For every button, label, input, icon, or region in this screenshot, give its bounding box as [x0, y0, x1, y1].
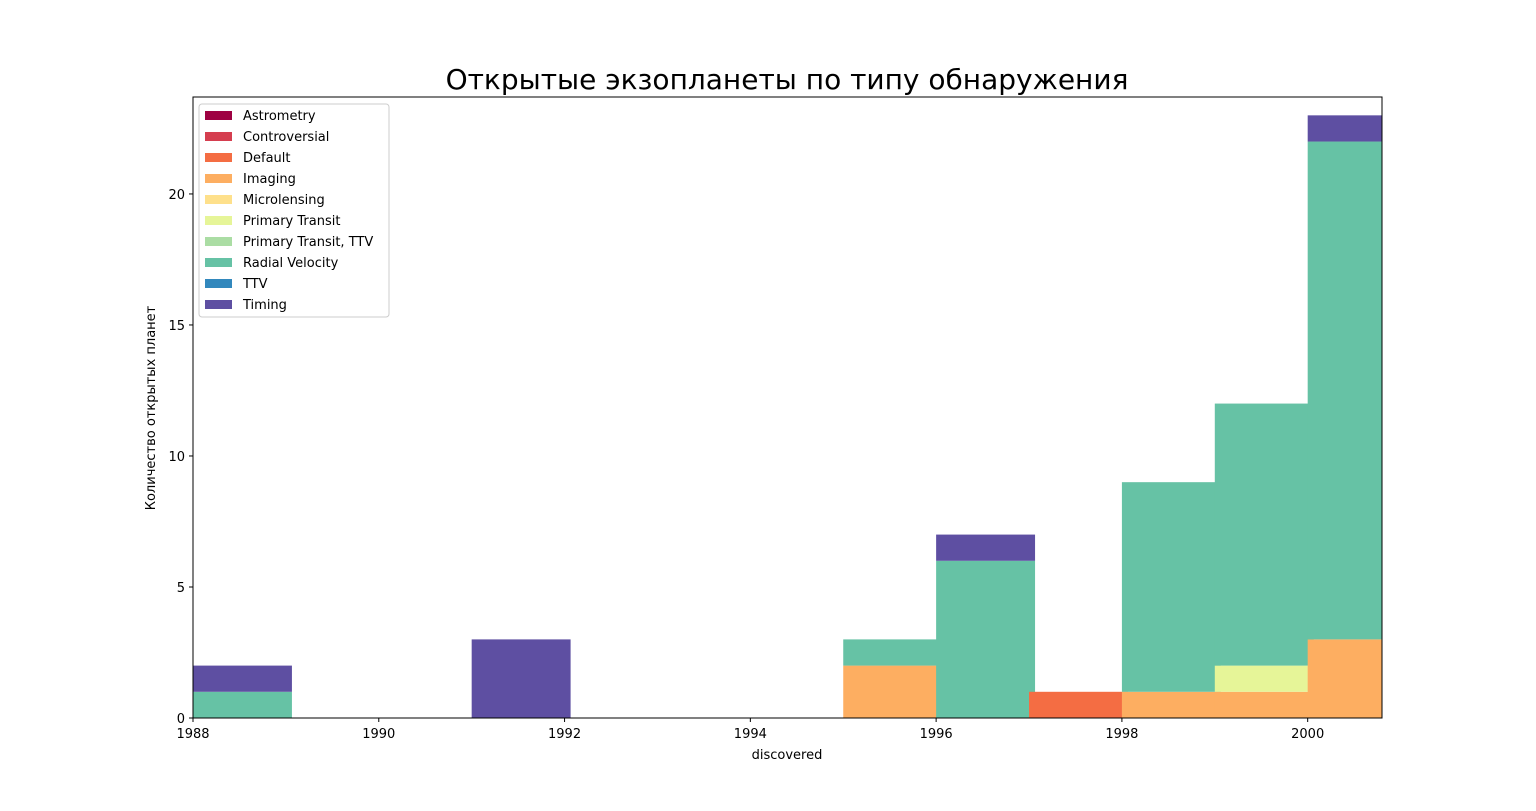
legend-swatch — [205, 237, 232, 246]
bar-imaging-1995 — [843, 665, 943, 718]
legend-label: Primary Transit — [243, 214, 340, 229]
bars-layer — [193, 115, 1382, 718]
y-axis-ticks: 0 5 10 15 20 — [168, 188, 193, 727]
bar-radial-velocity-1999 — [1214, 403, 1314, 666]
bar-default-1997 — [1029, 691, 1128, 718]
axes-frame — [192, 96, 1383, 719]
legend-label: TTV — [242, 277, 268, 292]
bar-timing-2000 — [1307, 115, 1382, 142]
x-axis-label: discovered — [752, 748, 823, 763]
bar-imaging-2000 — [1307, 639, 1382, 718]
x-tick-label: 1994 — [734, 727, 767, 742]
legend-swatch — [205, 132, 232, 141]
bar-radial-velocity-1988 — [193, 691, 292, 718]
y-tick-label: 5 — [177, 581, 185, 596]
x-tick-label: 1990 — [362, 727, 395, 742]
chart-title: Открытые экзопланеты по типу обнаружения — [446, 63, 1129, 96]
x-axis-ticks: 1988 1990 1992 1994 1996 1998 2000 — [176, 718, 1324, 742]
legend-label: Astrometry — [243, 109, 316, 124]
y-tick-label: 15 — [168, 319, 185, 334]
bar-timing-1991 — [471, 639, 571, 718]
legend-label: Default — [243, 151, 291, 166]
bar-radial-velocity-1996 — [936, 560, 1036, 718]
x-tick-label: 1992 — [548, 727, 581, 742]
bar-imaging-1999 — [1214, 691, 1314, 718]
bar-radial-velocity-2000 — [1307, 141, 1382, 640]
legend-label: Microlensing — [243, 193, 325, 208]
bar-timing-1996 — [936, 534, 1036, 561]
y-tick-label: 0 — [177, 712, 185, 727]
legend-swatch — [205, 195, 232, 204]
legend-swatch — [205, 111, 232, 120]
x-tick-label: 2000 — [1291, 727, 1324, 742]
legend-box — [198, 103, 390, 318]
bar-imaging-1998 — [1121, 691, 1221, 718]
y-tick-label: 20 — [168, 188, 185, 203]
legend-label: Controversial — [243, 130, 329, 145]
legend-swatch — [205, 174, 232, 183]
legend: Astrometry Controversial Default Imaging Mic… — [198, 103, 390, 318]
bar-radial-velocity-1998 — [1121, 482, 1221, 692]
y-axis-label: Количество открытых планет — [144, 305, 159, 510]
legend-label: Primary Transit, TTV — [243, 235, 373, 250]
legend-swatch — [205, 258, 232, 267]
bar-timing-1988 — [193, 665, 292, 692]
x-tick-label: 1996 — [920, 727, 953, 742]
legend-swatch — [205, 279, 232, 288]
x-tick-label: 1988 — [176, 727, 209, 742]
legend-label: Imaging — [243, 172, 296, 187]
bar-radial-velocity-1995 — [843, 639, 943, 666]
bar-primary-transit-1999 — [1214, 665, 1314, 692]
legend-label: Radial Velocity — [243, 256, 339, 271]
legend-swatch — [205, 300, 232, 309]
legend-swatch — [205, 216, 232, 225]
legend-label: Timing — [242, 298, 287, 313]
x-tick-label: 1998 — [1105, 727, 1138, 742]
legend-swatch — [205, 153, 232, 162]
y-tick-label: 10 — [168, 450, 185, 465]
